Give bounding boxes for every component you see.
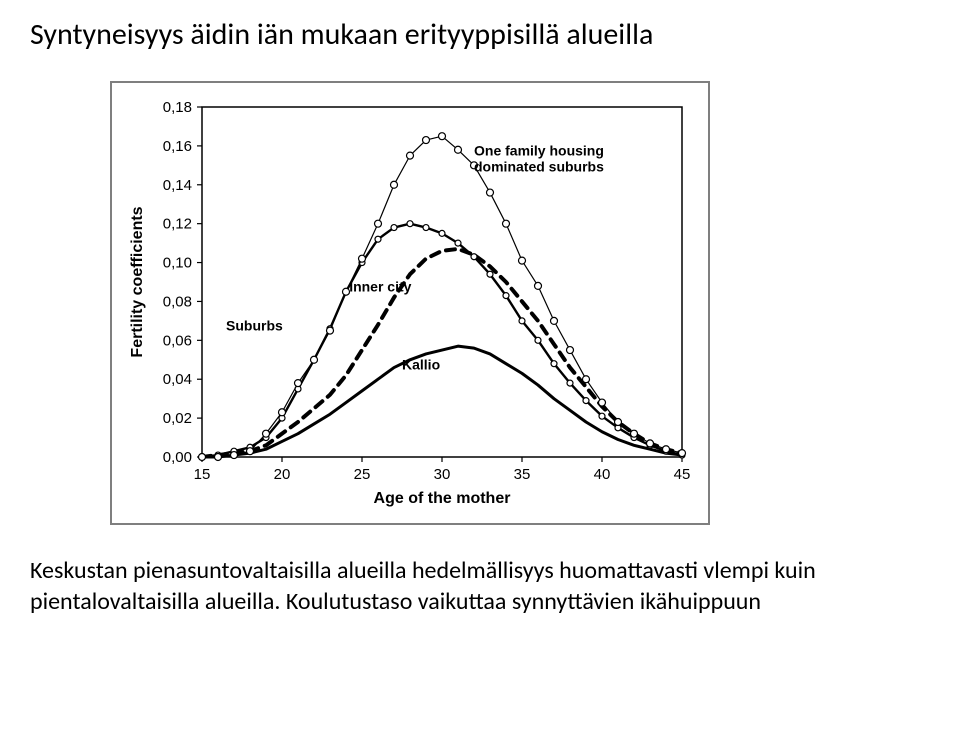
svg-text:25: 25 <box>354 466 371 483</box>
caption-text: Keskustan pienasuntovaltaisilla alueilla… <box>30 555 900 617</box>
svg-text:Age of the mother: Age of the mother <box>374 490 511 507</box>
caption-line-2: pientalovaltaisilla alueilla. Koulutusta… <box>30 587 761 616</box>
svg-text:0,06: 0,06 <box>163 332 192 349</box>
svg-text:0,16: 0,16 <box>163 137 192 154</box>
svg-text:30: 30 <box>434 466 451 483</box>
page-root: Syntyneisyys äidin iän mukaan erityyppis… <box>0 0 960 739</box>
svg-text:dominated suburbs: dominated suburbs <box>474 158 604 174</box>
svg-text:Suburbs: Suburbs <box>226 317 283 333</box>
svg-text:0,10: 0,10 <box>163 254 192 271</box>
svg-text:0,14: 0,14 <box>163 176 192 193</box>
svg-text:0,02: 0,02 <box>163 410 192 427</box>
svg-text:0,12: 0,12 <box>163 215 192 232</box>
chart-container: 0,00 0,02 0,04 0,06 0,08 0,10 0,12 0,14 0,16 0,18… <box>110 81 710 525</box>
svg-text:15: 15 <box>194 466 211 483</box>
svg-text:0,04: 0,04 <box>163 371 192 388</box>
fertility-line-chart: 0,00 0,02 0,04 0,06 0,08 0,10 0,12 0,14 0,16 0,18… <box>124 95 696 515</box>
svg-text:40: 40 <box>594 466 611 483</box>
caption-line-1: Keskustan pienasuntovaltaisilla alueilla… <box>30 556 816 585</box>
svg-text:Kallio: Kallio <box>402 356 440 372</box>
svg-text:20: 20 <box>274 466 291 483</box>
svg-text:35: 35 <box>514 466 531 483</box>
svg-text:0,18: 0,18 <box>163 99 192 116</box>
svg-text:0,00: 0,00 <box>163 449 192 466</box>
svg-text:Fertility coefficients: Fertility coefficients <box>129 206 146 357</box>
svg-text:Inner city: Inner city <box>349 278 411 294</box>
page-title: Syntyneisyys äidin iän mukaan erityyppis… <box>30 18 930 53</box>
svg-text:0,08: 0,08 <box>163 293 192 310</box>
svg-text:One family housing: One family housing <box>474 142 604 158</box>
svg-text:45: 45 <box>674 466 691 483</box>
